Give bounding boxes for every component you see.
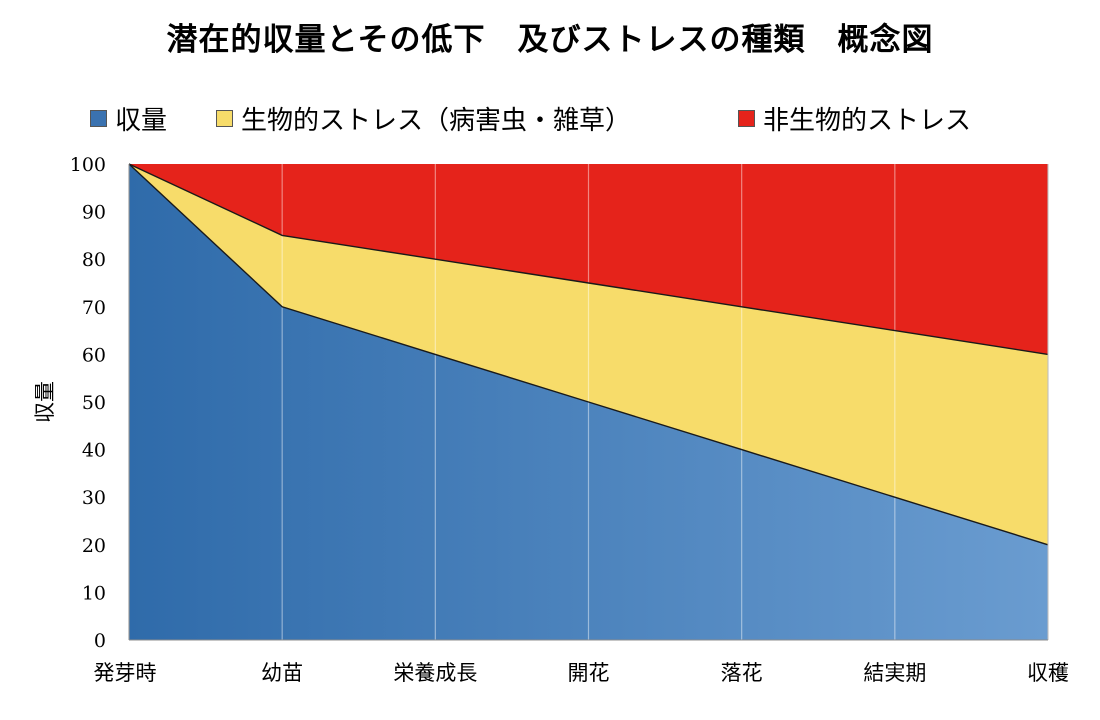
y-axis-label: 収量 [33,381,57,423]
boundary-line-yield [128,163,1049,546]
y-tick-label-70: 70 [82,297,106,319]
y-tick-label-40: 40 [82,440,106,462]
x-tick-label-1: 幼苗 [261,661,303,685]
x-tick-label-2: 栄養成長 [393,661,477,685]
legend-item-abiotic-stress: 非生物的ストレス [738,100,971,137]
legend-swatch-biotic-stress [216,110,233,127]
y-tick-label-60: 60 [82,344,106,366]
y-tick-label-50: 50 [82,392,106,414]
legend-item-yield: 収量 [90,100,167,137]
legend-swatch-yield [90,110,107,127]
chart-legend: 収量 生物的ストレス（病害虫・雑草） 非生物的ストレス [0,100,1100,140]
x-tick-label-4: 落花 [721,661,763,685]
plot-area: 0 10 20 30 40 50 60 70 80 90 100 発芽時 幼苗 栄養成長 開花 落花 結実期 収穫 [70,154,1069,685]
x-tick-label-6: 収穫 [1027,661,1069,685]
legend-label-biotic-stress: 生物的ストレス（病害虫・雑草） [241,106,632,136]
y-tick-label-80: 80 [82,249,106,271]
x-tick-label-3: 開花 [568,661,610,685]
legend-label-yield: 収量 [115,106,168,136]
y-tick-label-90: 90 [82,202,106,224]
area-abiotic-stress [129,164,1048,355]
x-tick-label-5: 結実期 [863,661,926,685]
y-tick-label-0: 0 [94,630,106,652]
y-tick-label-30: 30 [82,487,106,509]
area-biotic-stress [129,164,1048,545]
legend-label-abiotic-stress: 非生物的ストレス [763,106,972,136]
legend-item-biotic-stress: 生物的ストレス（病害虫・雑草） [216,100,631,137]
x-tick-label-0: 発芽時 [94,661,157,685]
chart-title: 潜在的収量とその低下 及びストレスの種類 概念図 [166,22,934,58]
boundary-line-biotic-stress [128,163,1049,356]
y-tick-label-20: 20 [82,535,106,557]
legend-swatch-abiotic-stress [738,110,755,127]
y-tick-label-100: 100 [70,154,106,176]
y-tick-label-10: 10 [82,582,106,604]
